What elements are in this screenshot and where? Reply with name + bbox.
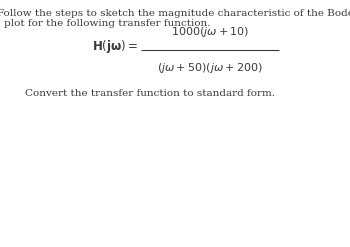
Text: Convert the transfer function to standard form.: Convert the transfer function to standar… [25, 89, 275, 98]
Text: plot for the following transfer function.: plot for the following transfer function… [4, 19, 210, 28]
Text: $(j\omega+50)(j\omega+200)$: $(j\omega+50)(j\omega+200)$ [157, 61, 263, 75]
Text: $\mathbf{H}(\mathbf{j\omega}) =$: $\mathbf{H}(\mathbf{j\omega}) =$ [92, 39, 138, 56]
Text: $1000(j\omega+10)$: $1000(j\omega+10)$ [171, 25, 249, 39]
Text: Follow the steps to sketch the magnitude characteristic of the Bode: Follow the steps to sketch the magnitude… [0, 9, 350, 18]
